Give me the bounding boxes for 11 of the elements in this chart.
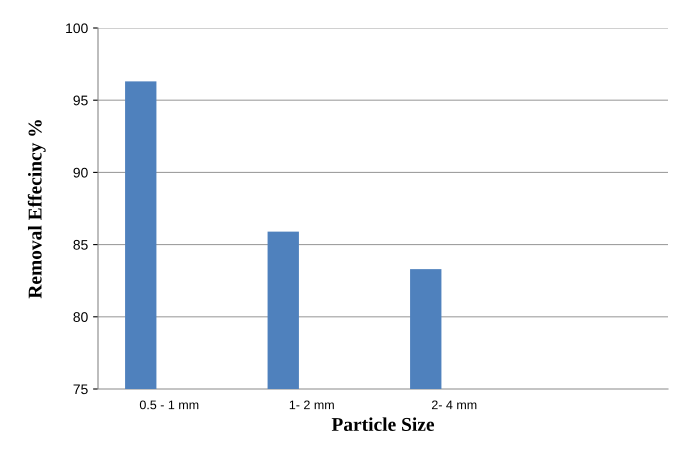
y-tick-label: 100 bbox=[66, 23, 88, 34]
y-axis-title: Removal Effecincy % bbox=[28, 120, 46, 298]
y-tick-label: 85 bbox=[73, 240, 88, 250]
x-tick-label: 1- 2 mm bbox=[290, 400, 334, 410]
x-axis-title: Particle Size bbox=[332, 417, 434, 432]
y-tick-label: 90 bbox=[73, 168, 88, 178]
x-tick-label: 2- 4 mm bbox=[432, 400, 476, 410]
y-tick-label: 75 bbox=[74, 384, 88, 394]
y-tick-label: 95 bbox=[73, 96, 88, 106]
x-tick-label: 0.5 - 1 mm bbox=[140, 400, 198, 410]
y-tick-label: 80 bbox=[73, 312, 88, 322]
